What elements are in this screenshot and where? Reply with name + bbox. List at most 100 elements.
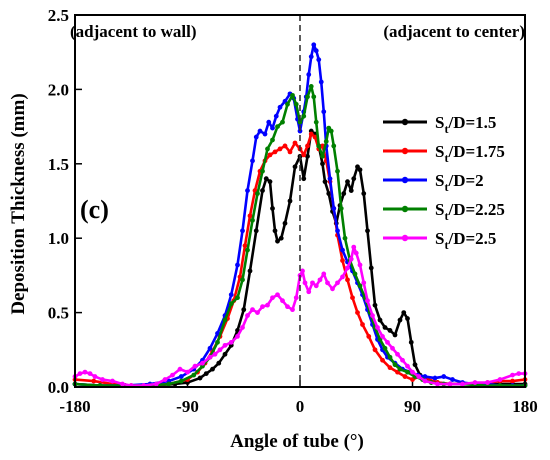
series-4 bbox=[72, 84, 528, 388]
legend-label: St/D=2 bbox=[435, 171, 484, 194]
data-point bbox=[242, 243, 248, 249]
data-point bbox=[262, 131, 268, 137]
data-point bbox=[472, 380, 478, 385]
x-tick-label: 180 bbox=[512, 397, 538, 416]
data-point bbox=[313, 283, 319, 289]
data-point bbox=[401, 310, 407, 315]
data-point bbox=[328, 128, 334, 134]
data-point bbox=[385, 339, 390, 345]
legend-marker bbox=[401, 205, 409, 213]
data-point bbox=[77, 371, 83, 377]
data-point bbox=[306, 289, 312, 295]
data-point bbox=[253, 228, 259, 234]
data-point bbox=[382, 345, 388, 351]
data-point bbox=[316, 143, 322, 149]
data-point bbox=[270, 206, 275, 211]
data-point bbox=[310, 280, 315, 286]
data-point bbox=[311, 94, 317, 100]
data-point bbox=[382, 325, 388, 330]
data-point bbox=[293, 295, 299, 301]
data-point bbox=[235, 334, 240, 339]
data-point bbox=[375, 325, 380, 330]
data-point bbox=[405, 363, 410, 369]
data-point bbox=[245, 247, 250, 253]
data-point bbox=[255, 191, 260, 196]
data-point bbox=[377, 317, 383, 323]
y-tick-label: 2.0 bbox=[48, 80, 69, 99]
data-point bbox=[485, 380, 490, 385]
data-point bbox=[280, 119, 285, 125]
data-point bbox=[166, 381, 172, 387]
data-point bbox=[277, 146, 283, 152]
legend-item: St/D=2 bbox=[383, 171, 484, 194]
data-point bbox=[245, 313, 250, 318]
data-point bbox=[305, 153, 310, 159]
annotation-right: (adjacent to center) bbox=[383, 22, 525, 41]
data-point bbox=[282, 143, 288, 149]
data-point bbox=[348, 188, 354, 193]
data-point bbox=[272, 228, 278, 234]
data-point bbox=[301, 152, 307, 158]
data-point bbox=[340, 247, 345, 253]
y-tick-label: 0.5 bbox=[48, 304, 69, 323]
data-point bbox=[365, 298, 370, 304]
data-point bbox=[222, 342, 228, 348]
legend-label: St/D=1.5 bbox=[435, 113, 496, 136]
legend-marker bbox=[401, 176, 409, 184]
data-point bbox=[290, 92, 295, 98]
data-point bbox=[240, 325, 245, 330]
data-point bbox=[170, 372, 175, 378]
legend-item: St/D=2.25 bbox=[383, 200, 505, 223]
data-point bbox=[120, 381, 125, 387]
data-point bbox=[91, 378, 97, 384]
series-layer bbox=[72, 42, 528, 388]
data-point bbox=[408, 339, 414, 345]
series-5 bbox=[72, 244, 528, 388]
data-point bbox=[325, 280, 330, 286]
data-point bbox=[100, 377, 105, 382]
data-point bbox=[240, 277, 245, 283]
data-point bbox=[352, 271, 358, 277]
data-point bbox=[178, 374, 184, 379]
data-point bbox=[387, 365, 393, 371]
data-point bbox=[397, 366, 403, 372]
data-point bbox=[447, 381, 453, 387]
data-point bbox=[207, 354, 213, 360]
data-point bbox=[392, 332, 398, 338]
data-point bbox=[191, 372, 197, 378]
data-point bbox=[266, 119, 272, 125]
data-point bbox=[353, 250, 359, 256]
data-point bbox=[327, 176, 333, 182]
data-point bbox=[185, 369, 190, 375]
data-point bbox=[402, 374, 408, 379]
y-tick-labels: 0.0 0.5 1.0 1.5 2.0 2.5 bbox=[48, 6, 69, 397]
data-point bbox=[292, 140, 298, 146]
data-point bbox=[441, 374, 447, 379]
data-point bbox=[331, 143, 337, 149]
data-point bbox=[260, 188, 265, 193]
x-tick-label: 0 bbox=[296, 397, 305, 416]
data-point bbox=[250, 158, 255, 164]
data-point bbox=[245, 188, 250, 193]
data-point bbox=[410, 369, 415, 375]
data-point bbox=[297, 128, 303, 134]
data-point bbox=[210, 366, 215, 372]
data-point bbox=[305, 143, 310, 149]
data-point bbox=[273, 113, 279, 119]
data-point bbox=[510, 378, 515, 384]
data-point bbox=[228, 339, 234, 345]
data-point bbox=[265, 302, 270, 308]
data-point bbox=[316, 57, 322, 63]
legend-marker bbox=[401, 147, 409, 155]
data-point bbox=[348, 256, 354, 262]
data-point bbox=[497, 377, 503, 382]
data-point bbox=[228, 301, 234, 307]
data-point bbox=[342, 235, 348, 241]
data-point bbox=[392, 362, 398, 368]
data-point bbox=[217, 347, 223, 353]
data-point bbox=[313, 119, 319, 125]
data-point bbox=[240, 228, 245, 234]
data-point bbox=[361, 191, 367, 196]
data-point bbox=[297, 119, 303, 125]
